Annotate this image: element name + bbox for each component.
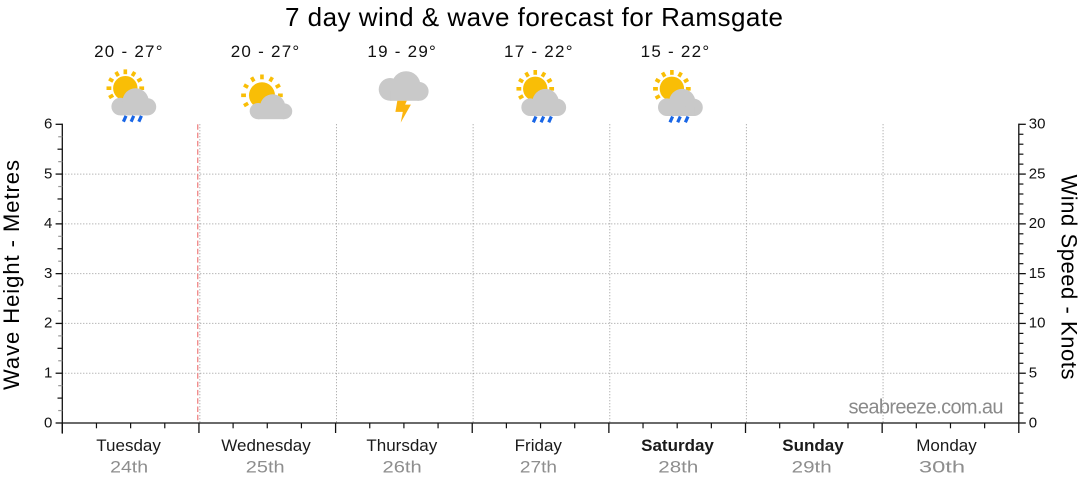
svg-text:Wave Height - Metres: Wave Height - Metres — [0, 160, 24, 390]
svg-text:2: 2 — [44, 315, 52, 332]
svg-text:26th: 26th — [383, 458, 422, 477]
svg-text:Wednesday: Wednesday — [221, 436, 311, 455]
svg-text:17 - 22°: 17 - 22° — [504, 42, 573, 61]
svg-text:15: 15 — [1029, 265, 1046, 282]
svg-text:1: 1 — [44, 365, 52, 382]
svg-text:29th: 29th — [792, 458, 832, 477]
svg-text:3: 3 — [44, 265, 52, 282]
svg-text:15 - 22°: 15 - 22° — [641, 42, 710, 61]
svg-text:30: 30 — [1029, 116, 1046, 133]
svg-text:seabreeze.com.au: seabreeze.com.au — [849, 396, 1004, 418]
svg-text:25th: 25th — [246, 458, 285, 477]
svg-text:19 - 29°: 19 - 29° — [367, 42, 436, 61]
svg-text:Saturday: Saturday — [641, 436, 714, 455]
svg-text:Monday: Monday — [916, 436, 977, 455]
svg-text:20: 20 — [1029, 215, 1046, 232]
svg-text:0: 0 — [44, 414, 52, 431]
svg-text:0: 0 — [1029, 414, 1037, 431]
svg-text:5: 5 — [44, 165, 52, 182]
svg-text:25: 25 — [1029, 165, 1046, 182]
svg-text:7 day wind & wave forecast for: 7 day wind & wave forecast for Ramsgate — [285, 2, 783, 32]
svg-text:Wind Speed - Knots: Wind Speed - Knots — [1057, 175, 1080, 380]
svg-text:20 - 27°: 20 - 27° — [94, 42, 163, 61]
svg-text:Sunday: Sunday — [782, 436, 844, 455]
svg-text:28th: 28th — [658, 458, 698, 477]
svg-text:30th: 30th — [919, 458, 965, 477]
svg-text:Tuesday: Tuesday — [96, 436, 161, 455]
svg-text:10: 10 — [1029, 315, 1046, 332]
svg-text:20 - 27°: 20 - 27° — [231, 42, 300, 61]
svg-text:Friday: Friday — [515, 436, 563, 455]
svg-text:6: 6 — [44, 116, 52, 133]
svg-text:24th: 24th — [110, 458, 148, 477]
svg-text:Thursday: Thursday — [366, 436, 437, 455]
svg-text:27th: 27th — [520, 458, 557, 477]
svg-text:5: 5 — [1029, 365, 1037, 382]
svg-text:4: 4 — [44, 215, 52, 232]
